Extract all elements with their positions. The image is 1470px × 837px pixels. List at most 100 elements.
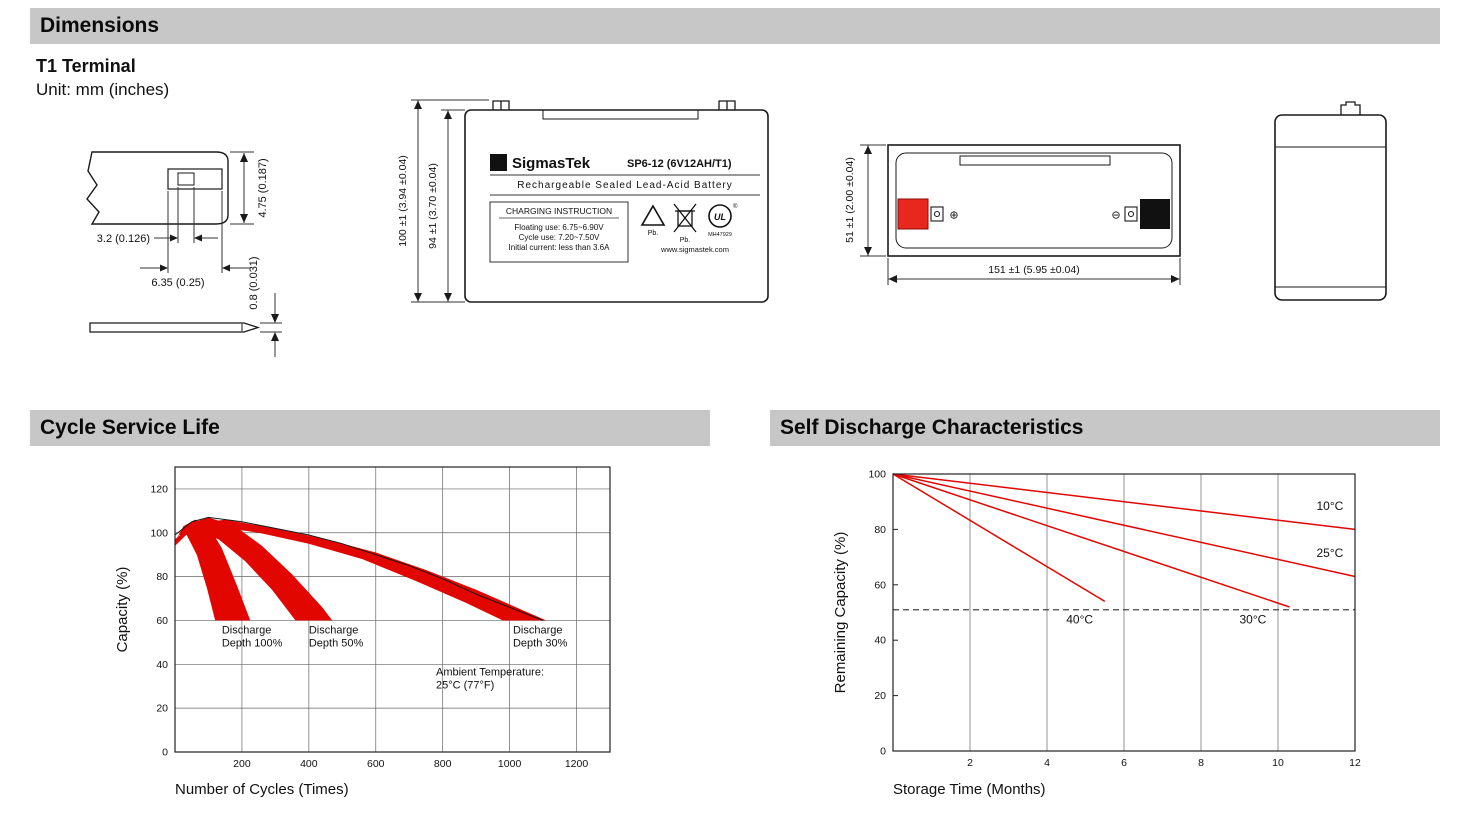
y-tick-label: 0 (162, 747, 168, 759)
terminal-slot (167, 168, 223, 190)
battery-side-view (1274, 101, 1387, 301)
y-axis-label: Remaining Capacity (%) (832, 532, 849, 694)
arrowhead (864, 145, 872, 154)
positive-terminal-red (897, 198, 929, 230)
arrowhead (222, 264, 230, 272)
dim-label-length: 151 ±1 (5.95 ±0.04) (988, 264, 1080, 276)
section-header-cycle-service-life: Cycle Service Life (30, 410, 710, 446)
positive-symbol: ⊕ (949, 210, 958, 222)
arrowhead (271, 314, 279, 323)
x-tick-label: 1000 (498, 758, 522, 770)
ul-file-number: MH47929 (708, 232, 732, 238)
chart-annotation: Depth 100% (222, 638, 283, 650)
plot-border (174, 466, 611, 753)
dim-width (860, 144, 886, 257)
arrowhead (160, 264, 168, 272)
series-label: 30°C (1240, 613, 1267, 627)
series-line (892, 473, 1106, 603)
x-axis-label: Number of Cycles (Times) (175, 781, 349, 798)
section-header-self-discharge: Self Discharge Characteristics (770, 410, 1440, 446)
terminal-type-title: T1 Terminal (36, 56, 136, 76)
x-tick-label: 800 (434, 758, 452, 770)
discharge-band (175, 519, 547, 621)
series-label: 40°C (1066, 613, 1093, 627)
terminal-posts (492, 100, 736, 110)
charging-title: CHARGING INSTRUCTION (506, 206, 612, 216)
website-text: www.sigmastek.com (660, 245, 729, 254)
x-tick-label: 6 (1121, 757, 1127, 769)
chart-annotation: Discharge (222, 625, 272, 637)
section-title: Self Discharge Characteristics (780, 416, 1084, 439)
chart-annotation: Depth 30% (513, 638, 568, 650)
charging-instruction-box (489, 201, 629, 263)
x-tick-label: 600 (367, 758, 385, 770)
arrowhead (888, 275, 897, 283)
recycle-pb-icon (640, 204, 666, 226)
y-tick-label: 20 (874, 690, 886, 702)
arrowhead (1171, 275, 1180, 283)
y-tick-label: 40 (156, 659, 168, 671)
x-tick-label: 400 (300, 758, 318, 770)
negative-connector-icon (1124, 206, 1138, 222)
arrowhead (864, 247, 872, 256)
top-view-outline (887, 144, 1181, 257)
pb-recycle-label: Pb. (648, 230, 659, 237)
dim-label-overall-height: 100 ±1 (3.94 ±0.04) (397, 155, 409, 247)
chart-annotation: 25°C (77°F) (436, 679, 494, 691)
lid-recess (542, 109, 699, 120)
y-tick-label: 60 (156, 615, 168, 627)
sigma-logo-icon: Σ (495, 156, 502, 170)
dim-label-width: 51 ±1 (2.00 ±0.04) (844, 157, 856, 243)
dim-overall-height (411, 99, 489, 303)
plot-border (892, 473, 1356, 752)
y-tick-label: 60 (874, 579, 886, 591)
model-number: SP6-12 (6V12AH/T1) (627, 158, 732, 170)
y-tick-label: 20 (156, 703, 168, 715)
x-tick-label: 200 (233, 758, 251, 770)
terminal-blade-side-view (89, 322, 261, 333)
series-line (892, 473, 1290, 608)
y-tick-label: 40 (874, 635, 886, 647)
charging-initial: Initial current: less than 3.6A (509, 243, 611, 252)
series-line (892, 473, 1356, 531)
battery-type-text: Rechargeable Sealed Lead-Acid Battery (517, 180, 732, 191)
chart-annotation: Discharge (309, 625, 359, 637)
x-axis-label: Storage Time (Months) (893, 781, 1046, 798)
arrowhead (240, 214, 248, 223)
ul-registered-symbol: ® (733, 203, 738, 210)
y-tick-label: 80 (156, 571, 168, 583)
chart-annotation: Discharge (513, 625, 563, 637)
x-tick-label: 12 (1349, 757, 1361, 769)
arrowhead (414, 100, 422, 109)
dim-tab-length (140, 191, 250, 273)
side-view-outline (1274, 114, 1387, 301)
arrowhead (444, 293, 452, 302)
arrowhead (414, 293, 422, 302)
section-header-dimensions: Dimensions (30, 8, 1440, 44)
negative-symbol: ⊖ (1111, 210, 1120, 222)
y-tick-label: 120 (150, 483, 168, 495)
y-tick-label: 0 (880, 746, 886, 758)
envelope-curve (174, 516, 544, 621)
series-line (892, 473, 1356, 578)
y-tick-label: 100 (150, 527, 168, 539)
brand-logo-box (490, 154, 507, 171)
arrowhead (170, 234, 178, 242)
dim-label-blade-thickness: 0.8 (0.031) (248, 256, 260, 309)
top-view-inner-lid (895, 152, 1173, 249)
top-view-center-detail (959, 155, 1111, 166)
dim-label-hole: 3.2 (0.126) (97, 233, 150, 245)
ul-mark-text: UL (714, 212, 726, 222)
side-view-terminal (1340, 101, 1361, 115)
negative-terminal-black (1140, 199, 1170, 229)
arrowhead (444, 110, 452, 119)
dim-hole (154, 187, 218, 243)
arrowhead (194, 234, 202, 242)
ul-mark-icon (708, 204, 732, 228)
charging-floating: Floating use: 6.75~6.90V (514, 223, 604, 232)
series-label: 10°C (1317, 499, 1344, 513)
terminal-hole (177, 172, 195, 186)
dim-label-tab-length: 6.35 (0.25) (151, 277, 204, 289)
x-tick-label: 1200 (565, 758, 589, 770)
discharge-band (175, 519, 251, 621)
